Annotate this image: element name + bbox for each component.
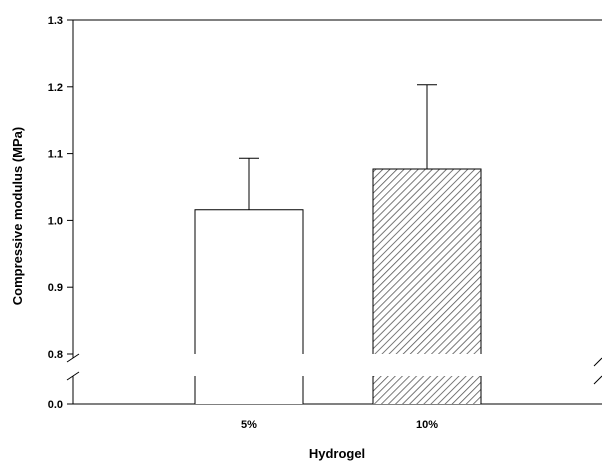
y-axis-break-mark-left-lower — [66, 371, 80, 381]
y-axis-break-mark-right-lower — [593, 375, 602, 385]
bar-1-upper-fill — [195, 209, 303, 354]
y-tick-label: 0.9 — [48, 282, 63, 294]
y-tick-label: 1.1 — [48, 149, 63, 161]
bar-1-lower-fill — [195, 376, 303, 404]
bar-2-lower-fill — [373, 376, 481, 404]
y-tick-label: 1.3 — [48, 15, 63, 27]
bar-2-upper-fill — [373, 168, 481, 354]
y-tick-label: 0.8 — [48, 349, 63, 361]
x-tick-label: 5% — [241, 419, 257, 431]
y-tick-label: 1.2 — [48, 82, 63, 94]
y-tick-label: 0.0 — [48, 399, 63, 411]
y-axis-break-mark-left-upper — [66, 353, 80, 363]
plot-area: 0.8 0.9 1.0 1.1 1.2 1.3 0.0 5% 10% — [48, 15, 602, 431]
y-axis-title: Compressive modulus (MPa) — [10, 127, 25, 305]
x-axis-title: Hydrogel — [309, 446, 365, 461]
y-tick-label: 1.0 — [48, 215, 63, 227]
x-tick-label: 10% — [416, 419, 438, 431]
y-axis-break-mark-right-upper — [593, 357, 602, 367]
